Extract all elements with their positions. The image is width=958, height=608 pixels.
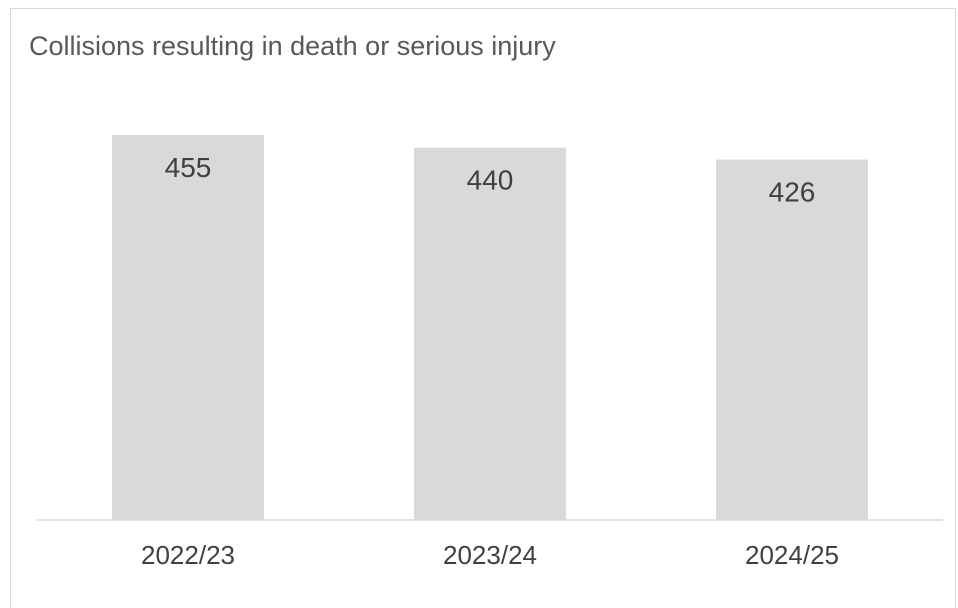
x-tick-label-2023-24: 2023/24 <box>443 540 537 570</box>
x-tick-labels-group: 2022/23 2023/24 2024/25 <box>141 540 839 570</box>
x-tick-label-2022-23: 2022/23 <box>141 540 235 570</box>
chart-title: Collisions resulting in death or serious… <box>29 31 556 61</box>
chart-frame <box>10 8 956 608</box>
bar-2024-25 <box>716 159 868 521</box>
data-labels-group: 455 440 426 <box>165 152 816 208</box>
bar-chart: 455 440 426 2022/23 2023/24 2024/25 <box>37 135 943 570</box>
bar-2022-23 <box>112 135 264 520</box>
x-tick-label-2024-25: 2024/25 <box>745 540 839 570</box>
data-label-2022-23: 455 <box>165 152 212 183</box>
bars-group <box>112 135 868 521</box>
bar-2023-24 <box>414 147 566 520</box>
data-label-2023-24: 440 <box>467 165 514 196</box>
data-label-2024-25: 426 <box>769 177 816 208</box>
